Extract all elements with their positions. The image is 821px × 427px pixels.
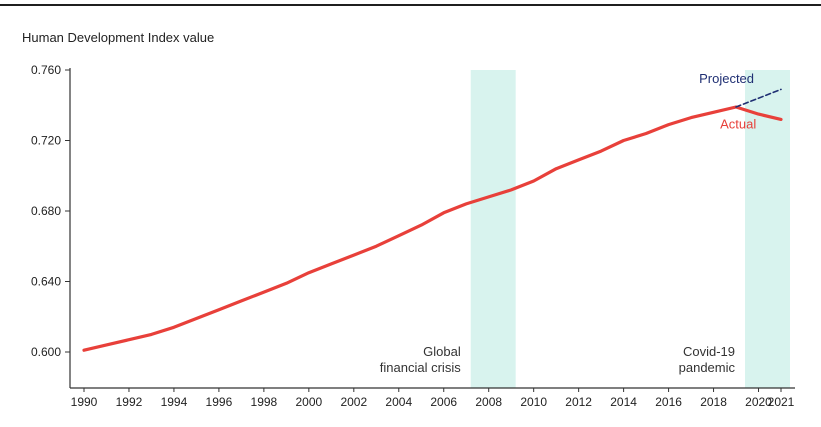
x-tick-label: 1994 [161,395,188,409]
x-tick-label: 1990 [71,395,98,409]
period-annotation-line: pandemic [679,360,736,375]
shaded-period-1 [745,70,790,388]
axes [69,68,795,389]
x-tick-label: 1998 [251,395,278,409]
period-annotation-line: financial crisis [380,360,461,375]
top-rule [0,4,821,6]
period-annotation-line: Covid-19 [683,344,735,359]
x-tick-label: 1996 [206,395,233,409]
x-ticks: 1990 1992 1994 1996 1998 2000 2002 2004 2006 2008… [71,388,795,409]
x-tick-label: 2016 [655,395,682,409]
series-labels: Projected Actual [699,71,756,131]
series-line-projected [735,88,782,108]
x-tick-label: 2012 [565,395,592,409]
series-label-projected: Projected [699,71,754,86]
x-tick-label: 2018 [700,395,727,409]
x-tick-label: 2021 [768,395,795,409]
series-line-actual [82,105,783,352]
y-tick-label: 0.600 [31,345,61,359]
x-tick-label: 2020 [745,395,772,409]
y-tick-label: 0.640 [31,275,61,289]
series-label-actual: Actual [720,117,756,132]
x-tick-label: 2008 [475,395,502,409]
y-tick-label: 0.720 [31,134,61,148]
period-annotation-line: Global [423,344,461,359]
y-tick-label: 0.760 [31,63,61,77]
y-axis-title: Human Development Index value [22,30,215,45]
series-lines [82,88,783,352]
x-tick-label: 2004 [385,395,412,409]
x-tick-label: 2010 [520,395,547,409]
y-ticks: 0.600 0.640 0.680 0.720 0.760 [31,63,70,359]
x-tick-label: 2014 [610,395,637,409]
x-tick-label: 2000 [295,395,322,409]
x-tick-label: 1992 [116,395,143,409]
shaded-period-0 [470,70,516,388]
shaded-periods [470,70,790,388]
x-tick-label: 2002 [340,395,367,409]
y-tick-label: 0.680 [31,204,61,218]
x-tick-label: 2006 [430,395,457,409]
